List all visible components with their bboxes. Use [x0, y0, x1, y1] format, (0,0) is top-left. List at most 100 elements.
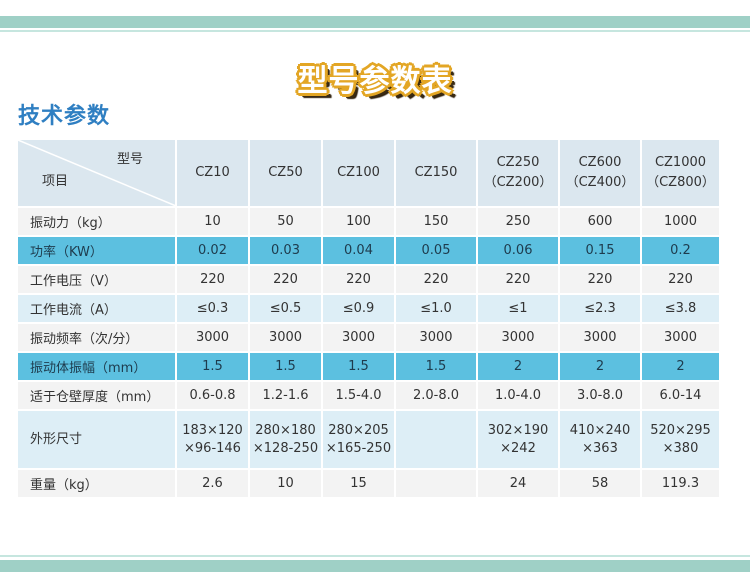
table-cell: ≤0.9: [322, 294, 396, 324]
table-cell: ≤1.0: [395, 294, 478, 324]
table-cell: 0.6-0.8: [176, 381, 250, 411]
table-cell: 410×240 ×363: [559, 410, 642, 470]
top-band-line: [0, 30, 750, 32]
table-cell: 183×120 ×96-146: [176, 410, 250, 470]
table-cell: 0.15: [559, 236, 642, 266]
table-cell: [395, 410, 478, 470]
table-cell: 150: [395, 207, 478, 237]
corner-cell: 型号 项目: [18, 140, 177, 208]
corner-model-label: 型号: [116, 152, 143, 167]
model-header: CZ150: [395, 140, 478, 208]
table-cell: 119.3: [641, 469, 721, 499]
section-title: 技术参数: [18, 104, 111, 129]
row-label: 工作电压（V）: [18, 265, 177, 295]
table-cell: 220: [559, 265, 642, 295]
table-row: 重量（kg） 2.6 10 15 24 58 119.3: [18, 469, 721, 499]
model-header: CZ10: [176, 140, 250, 208]
banner-title: 型号参数表: [297, 64, 453, 99]
table-row: 振动频率（次/分） 3000 3000 3000 3000 3000 3000 …: [18, 323, 721, 353]
table-cell: 10: [176, 207, 250, 237]
table-cell: 220: [322, 265, 396, 295]
table-cell: 1.5: [395, 352, 478, 382]
table-cell: 1.5-4.0: [322, 381, 396, 411]
model-header: CZ600 （CZ400）: [559, 140, 642, 208]
top-band: [0, 16, 750, 28]
table-cell: 2: [641, 352, 721, 382]
table-cell: 220: [641, 265, 721, 295]
table-cell: 1.5: [176, 352, 250, 382]
table-cell: 1000: [641, 207, 721, 237]
row-label: 重量（kg）: [18, 469, 177, 499]
table-cell: 220: [477, 265, 560, 295]
row-label: 振动体振幅（mm）: [18, 352, 177, 382]
corner-item-label: 项目: [42, 174, 69, 189]
table-cell: 3000: [176, 323, 250, 353]
table-cell: 0.03: [249, 236, 323, 266]
table-cell: 24: [477, 469, 560, 499]
table-cell: 50: [249, 207, 323, 237]
table-cell: ≤0.5: [249, 294, 323, 324]
bottom-band-line: [0, 555, 750, 557]
table-row: 振动体振幅（mm） 1.5 1.5 1.5 1.5 2 2 2: [18, 352, 721, 382]
table-row: 振动力（kg） 10 50 100 150 250 600 1000: [18, 207, 721, 237]
table-cell: 2: [477, 352, 560, 382]
table-cell: 302×190 ×242: [477, 410, 560, 470]
table-cell: 220: [395, 265, 478, 295]
table-cell: 280×205 ×165-250: [322, 410, 396, 470]
table-cell: 0.06: [477, 236, 560, 266]
table-cell: ≤1: [477, 294, 560, 324]
table-cell: 58: [559, 469, 642, 499]
row-label: 工作电流（A）: [18, 294, 177, 324]
table-cell: 3.0-8.0: [559, 381, 642, 411]
table-cell: 3000: [322, 323, 396, 353]
table-cell: 1.5: [249, 352, 323, 382]
table-cell: 2.6: [176, 469, 250, 499]
table-cell: 0.04: [322, 236, 396, 266]
table-row: 外形尺寸 183×120 ×96-146 280×180 ×128-250 280×…: [18, 410, 721, 470]
table-cell: ≤2.3: [559, 294, 642, 324]
row-label: 振动频率（次/分）: [18, 323, 177, 353]
table-cell: 6.0-14: [641, 381, 721, 411]
table-cell: ≤3.8: [641, 294, 721, 324]
table-cell: 3000: [249, 323, 323, 353]
row-label: 功率（KW）: [18, 236, 177, 266]
bottom-band: [0, 560, 750, 572]
model-header: CZ250 （CZ200）: [477, 140, 560, 208]
table-cell: ≤0.3: [176, 294, 250, 324]
model-header: CZ1000 （CZ800）: [641, 140, 721, 208]
table-cell: 10: [249, 469, 323, 499]
table-row: 适于仓壁厚度（mm） 0.6-0.8 1.2-1.6 1.5-4.0 2.0-8…: [18, 381, 721, 411]
table-cell: 600: [559, 207, 642, 237]
row-label: 外形尺寸: [18, 410, 177, 470]
table-cell: 2: [559, 352, 642, 382]
table-cell: 3000: [395, 323, 478, 353]
table-cell: 1.0-4.0: [477, 381, 560, 411]
table-cell: 0.2: [641, 236, 721, 266]
table-cell: 3000: [477, 323, 560, 353]
spec-table: 型号 项目 CZ10 CZ50 CZ100 CZ150 CZ250 （CZ200）…: [18, 140, 721, 499]
model-header: CZ100: [322, 140, 396, 208]
table-cell: 0.02: [176, 236, 250, 266]
table-cell: 1.2-1.6: [249, 381, 323, 411]
table-cell: 1.5: [322, 352, 396, 382]
table-cell: 3000: [641, 323, 721, 353]
row-label: 适于仓壁厚度（mm）: [18, 381, 177, 411]
diagonal-line: [18, 140, 176, 206]
table-cell: 280×180 ×128-250: [249, 410, 323, 470]
table-row: 工作电流（A） ≤0.3 ≤0.5 ≤0.9 ≤1.0 ≤1 ≤2.3 ≤3.8: [18, 294, 721, 324]
table-cell: 220: [249, 265, 323, 295]
table-cell: 3000: [559, 323, 642, 353]
table-cell: 15: [322, 469, 396, 499]
model-header: CZ50: [249, 140, 323, 208]
table-row: 功率（KW） 0.02 0.03 0.04 0.05 0.06 0.15 0.2: [18, 236, 721, 266]
table-cell: 2.0-8.0: [395, 381, 478, 411]
table-cell: 100: [322, 207, 396, 237]
table-row: 工作电压（V） 220 220 220 220 220 220 220: [18, 265, 721, 295]
table-cell: 520×295 ×380: [641, 410, 721, 470]
table-cell: 0.05: [395, 236, 478, 266]
table-cell: [395, 469, 478, 499]
row-label: 振动力（kg）: [18, 207, 177, 237]
table-cell: 250: [477, 207, 560, 237]
table-cell: 220: [176, 265, 250, 295]
table-header-row: 型号 项目 CZ10 CZ50 CZ100 CZ150 CZ250 （CZ200）…: [18, 140, 721, 208]
